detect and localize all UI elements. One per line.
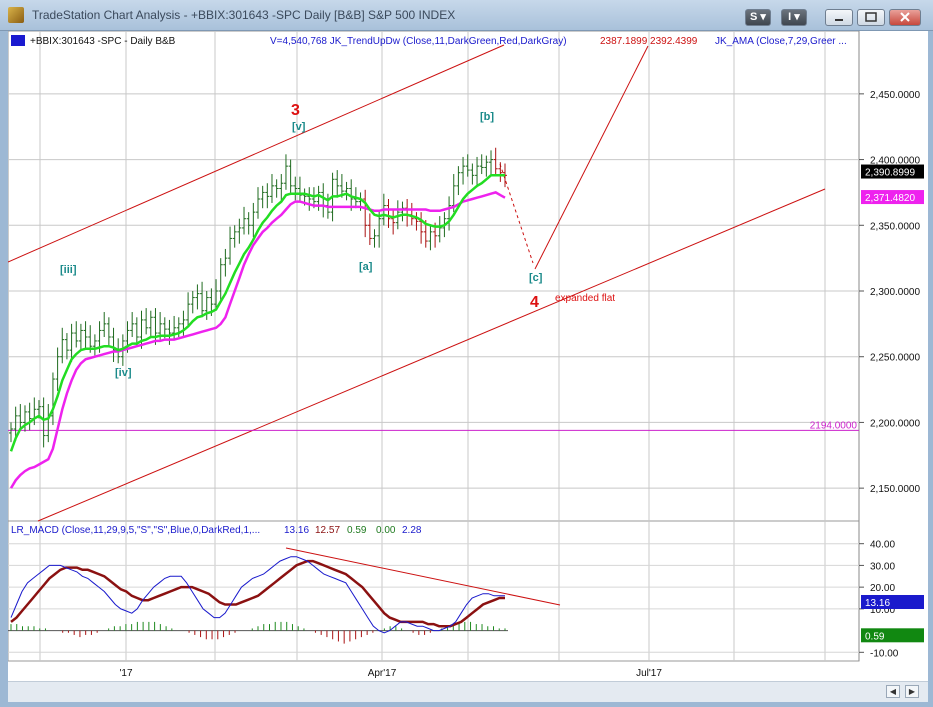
lower-channel-line <box>37 188 826 522</box>
ama-label: JK_AMA (Close,7,29,Greer ... <box>715 36 847 47</box>
price-tick-label: 2,150.0000 <box>870 484 920 495</box>
ama-line <box>9 191 506 489</box>
price-bars <box>9 147 507 448</box>
price-tick-label: 2,400.0000 <box>870 156 920 167</box>
price-tick-label: 2,250.0000 <box>870 353 920 364</box>
macd-tick-label: 40.00 <box>870 540 895 551</box>
indicator-link-button[interactable]: I ▾ <box>781 9 807 26</box>
indicator-link-label: I <box>788 11 792 23</box>
ama-last-value: 2,371.4820 <box>865 193 915 204</box>
scroll-right-button[interactable]: ▶ <box>905 685 919 698</box>
price-tick-label: 2,300.0000 <box>870 287 920 298</box>
trend-line <box>9 174 505 452</box>
chart-area[interactable]: 2,450.0000 2,400.0000 2,350.0000 2,300.0000… <box>8 31 928 681</box>
maximize-button[interactable] <box>857 9 885 26</box>
wave-v-label: [v] <box>292 121 306 133</box>
macd-value-2: 12.57 <box>315 525 340 536</box>
upper-channel-line <box>8 44 505 263</box>
wave-4-label: 4 <box>530 294 539 311</box>
wave-c-label: [c] <box>529 272 543 284</box>
price-tick-label: 2,350.0000 <box>870 221 920 232</box>
date-tick-label: Jul'17 <box>636 668 662 679</box>
close-button[interactable] <box>889 9 921 26</box>
wave-3-label: 3 <box>291 102 300 119</box>
price-tick-label: 2,200.0000 <box>870 418 920 429</box>
ama-last-marker <box>861 190 924 205</box>
wave-iv-label: [iv] <box>115 367 132 379</box>
macd-last-value: 13.16 <box>865 598 890 609</box>
macd-signal-line <box>10 559 505 628</box>
wave-b-label: [b] <box>480 111 494 123</box>
macd-trendline <box>285 547 561 606</box>
window-title: TradeStation Chart Analysis - +BBIX:3016… <box>32 8 456 22</box>
macd-value-3: 0.59 <box>347 525 367 536</box>
macd-tick-label: 10.00 <box>870 605 895 616</box>
wave-a-label: [a] <box>359 261 373 273</box>
hist-last-value: 0.59 <box>865 631 885 642</box>
price-tick-label: 2,450.0000 <box>870 90 920 101</box>
expanded-flat-label: expanded flat <box>555 293 615 304</box>
hist-last-marker <box>861 628 924 643</box>
minimize-icon <box>835 19 843 21</box>
window-titlebar: TradeStation Chart Analysis - +BBIX:3016… <box>0 0 933 31</box>
macd-tick-label: -10.00 <box>870 648 899 659</box>
macd-label: LR_MACD (Close,11,29,9,5,"S","S",Blue,0,… <box>11 525 260 536</box>
last-price-marker <box>861 164 924 179</box>
maximize-icon <box>865 12 877 22</box>
chart-canvas: 2,450.0000 2,400.0000 2,350.0000 2,300.0000… <box>8 31 924 679</box>
macd-tick-label: 20.00 <box>870 583 895 594</box>
wave-c-projection <box>499 163 534 264</box>
close-icon <box>900 12 910 22</box>
scroll-left-button[interactable]: ◀ <box>886 685 900 698</box>
price-axis-ticks: 2,450.0000 2,400.0000 2,350.0000 2,300.0000… <box>859 90 920 495</box>
macd-histogram <box>10 621 506 644</box>
tradestation-app-icon <box>8 7 24 23</box>
macd-axis-ticks: 40.00 30.00 20.00 10.00 -10.00 <box>859 540 899 659</box>
macd-last-marker <box>861 594 924 609</box>
symbol-color-swatch <box>11 35 25 46</box>
date-tick-label: Apr'17 <box>368 668 397 679</box>
last-price-value: 2,390.8999 <box>865 168 915 179</box>
macd-tick-label: 30.00 <box>870 561 895 572</box>
macd-panel-border <box>8 520 860 662</box>
minimize-button[interactable] <box>825 9 853 26</box>
projection-line <box>534 45 649 270</box>
date-axis-ticks: '17 Apr'17 Jul'17 <box>119 668 662 679</box>
date-tick-label: '17 <box>119 668 132 679</box>
horizontal-scrollbar[interactable]: ◀ ▶ <box>8 681 928 702</box>
symbol-label: +BBIX:301643 -SPC - Daily B&B <box>30 36 176 47</box>
level-value-label: 2194.0000 <box>810 420 858 431</box>
symbol-link-label: S <box>750 11 758 23</box>
wave-iii-label: [iii] <box>60 264 77 276</box>
macd-value-4: 0.00 <box>376 525 396 536</box>
indicator-values: 2387.1899 2392.4399 <box>600 36 698 47</box>
macd-line <box>10 556 505 634</box>
symbol-link-button[interactable]: S ▾ <box>745 9 771 26</box>
indicator-label: V=4,540,768 JK_TrendUpDw (Close,11,DarkG… <box>270 36 567 47</box>
macd-value-5: 2.28 <box>402 525 422 536</box>
price-panel-border <box>8 31 860 522</box>
macd-value-1: 13.16 <box>284 525 309 536</box>
